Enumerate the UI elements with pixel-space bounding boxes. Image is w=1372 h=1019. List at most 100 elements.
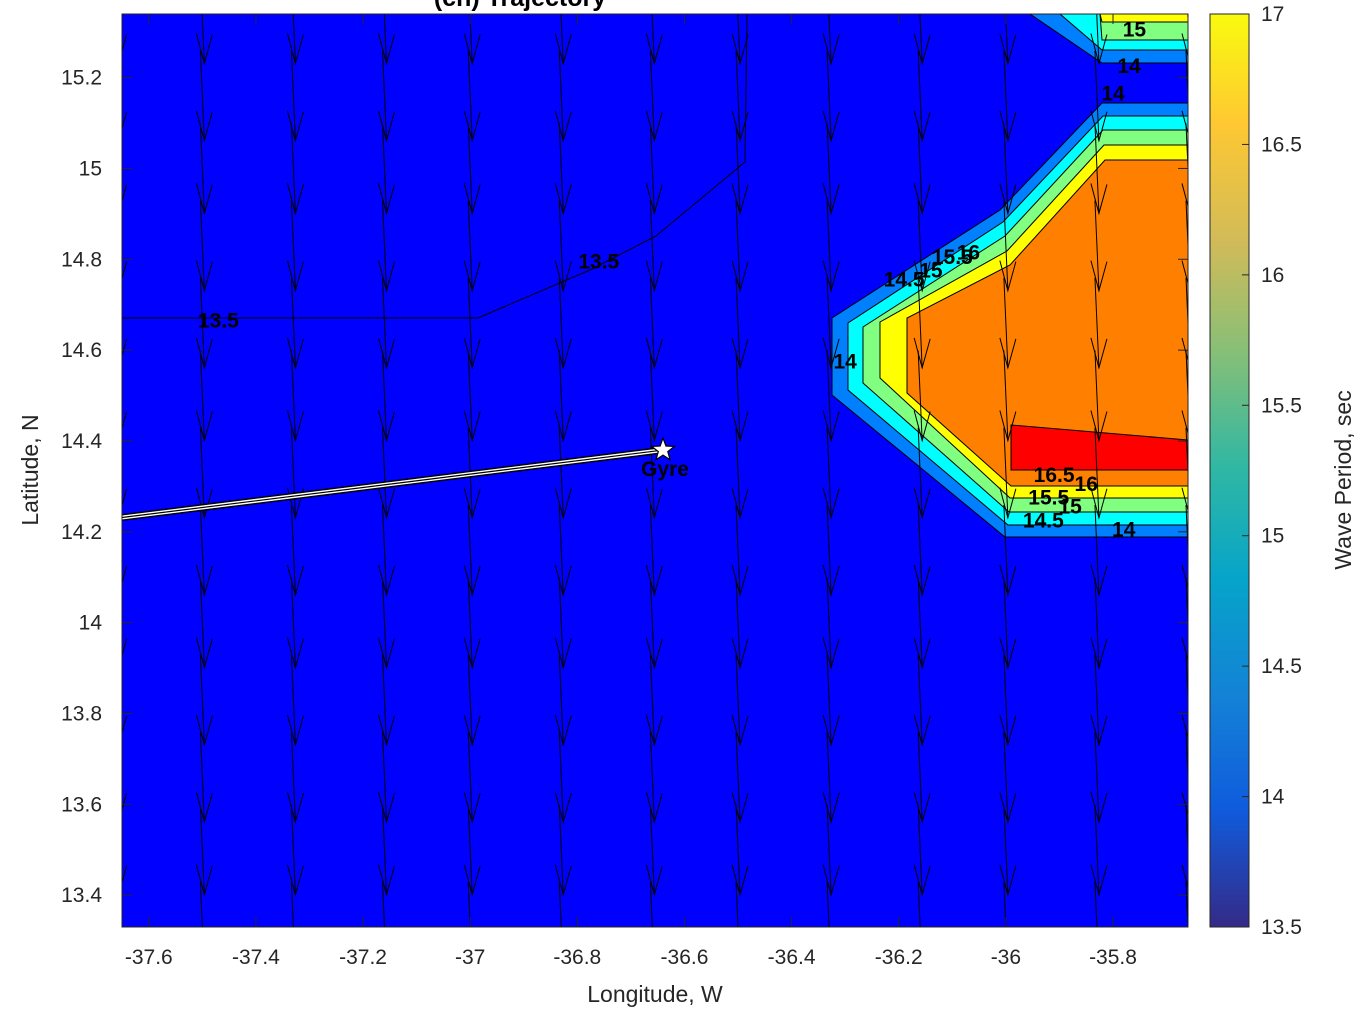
wave-vector-shaft: [290, 577, 296, 668]
wave-vector: [195, 350, 213, 443]
wave-vector-head: [554, 337, 572, 370]
wave-vector-head: [286, 564, 304, 597]
wave-vector: [731, 732, 749, 825]
wave-vector-head: [913, 183, 931, 216]
wave-vector-head: [195, 864, 213, 897]
wave-vector-shaft: [290, 732, 296, 823]
x-tick-label: -36.4: [768, 946, 816, 969]
wave-vector: [286, 804, 304, 897]
wave-vector: [645, 350, 663, 443]
wave-vector-shaft: [199, 200, 205, 291]
wave-vector-shaft: [115, 505, 119, 595]
wave-vector: [1181, 277, 1188, 363]
wave-vector-head: [731, 564, 749, 597]
wave-vector-shaft: [649, 732, 655, 823]
wave-vector-shaft: [1003, 427, 1009, 518]
y-axis-ticks: 13.4 13.6 13.8 14 14.2 14.4 14.6 14.8 15 15.2: [61, 67, 1188, 907]
wave-vector: [199, 881, 203, 927]
y-tick-label: 14.4: [61, 430, 102, 453]
wave-vector: [913, 577, 931, 670]
wave-vector: [1090, 427, 1108, 520]
wave-vector-head: [122, 638, 128, 658]
wave-vector-shaft: [558, 654, 564, 745]
wave-vector-head: [1090, 637, 1108, 670]
wave-vector-shaft: [290, 350, 296, 441]
wave-vector-head: [554, 110, 572, 143]
wave-vector-shaft: [828, 14, 832, 64]
wave-vector: [377, 277, 395, 370]
wave-vector-shaft: [115, 278, 119, 368]
wave-vector-shaft: [381, 732, 387, 823]
trajectory: [122, 446, 664, 522]
wave-vector-head: [554, 487, 572, 520]
wave-vector-shaft: [467, 277, 473, 368]
wave-vector: [1094, 881, 1098, 927]
wave-vector-head: [1181, 564, 1188, 590]
wave-vector-shaft: [115, 428, 119, 518]
wave-vector-shaft: [1003, 804, 1009, 895]
wave-vector-shaft: [1094, 504, 1100, 596]
wave-vector-head: [287, 942, 303, 972]
wave-vector-head: [463, 33, 481, 66]
wave-vector: [1090, 277, 1108, 370]
wave-vector-head: [286, 33, 304, 66]
contour-label: 15.5: [1028, 487, 1069, 510]
wave-vector: [115, 278, 128, 368]
wave-vector: [822, 200, 840, 293]
wave-vector: [822, 804, 840, 897]
wave-vector-head: [999, 714, 1017, 747]
wave-vector-head: [1181, 260, 1188, 286]
wave-vector: [822, 277, 840, 370]
wave-vector-shaft: [917, 732, 923, 823]
wave-vector-head: [286, 864, 304, 897]
chart-title: (ch) Trajectory: [434, 0, 606, 12]
wave-vector-shaft: [1094, 427, 1100, 518]
wave-vector-shaft: [1003, 277, 1009, 368]
wave-vector: [999, 350, 1017, 443]
wave-vector: [1090, 14, 1108, 66]
wave-vector: [731, 350, 749, 443]
wave-vector: [554, 654, 572, 747]
wave-vector-head: [913, 564, 931, 597]
wave-vector: [195, 200, 213, 293]
wave-vector-head: [122, 488, 128, 508]
wave-vector-shaft: [826, 654, 832, 745]
contour-label: 14.5: [884, 269, 925, 292]
wave-vector-head: [1181, 637, 1188, 663]
y-tick-label: 13.8: [61, 703, 102, 726]
wave-vector-shaft: [826, 577, 832, 668]
contour-label: 13.5: [578, 250, 619, 273]
colorbar: [1209, 13, 1250, 928]
wave-vector-head: [913, 410, 931, 443]
wave-vector-head: [1090, 487, 1108, 520]
wave-vector-head: [999, 33, 1017, 66]
wave-vector-head: [1181, 183, 1188, 208]
wave-vector-shaft: [826, 804, 832, 895]
wave-vector: [195, 577, 213, 670]
colorbar-label: Wave Period, sec: [1330, 390, 1356, 569]
wave-vector: [554, 804, 572, 897]
wave-vector: [649, 881, 653, 927]
wave-vector-head: [554, 410, 572, 443]
wave-vector-shaft: [649, 654, 655, 745]
gyre-marker: [649, 436, 677, 462]
wave-vector-shaft: [558, 50, 564, 141]
wave-vector: [822, 577, 840, 670]
gyre-marker-label: Gyre: [641, 458, 689, 481]
wave-vector: [554, 123, 572, 216]
wave-vector: [554, 350, 572, 443]
wave-vector-shaft: [381, 804, 387, 895]
wave-vector-shaft: [735, 427, 741, 518]
wave-vector-head: [377, 714, 395, 747]
wave-vector-head: [645, 33, 663, 66]
wave-vector: [731, 504, 749, 597]
wave-vector-shaft: [1003, 200, 1009, 291]
wave-vector: [195, 50, 213, 143]
wave-vector-head: [999, 864, 1017, 897]
wave-vector-shaft: [467, 654, 473, 745]
wave-vector-shaft: [560, 14, 564, 64]
wave-vector-shaft: [467, 732, 473, 823]
wave-vector: [1090, 654, 1108, 747]
wave-vector: [122, 111, 128, 131]
wave-vector-head: [731, 864, 749, 897]
